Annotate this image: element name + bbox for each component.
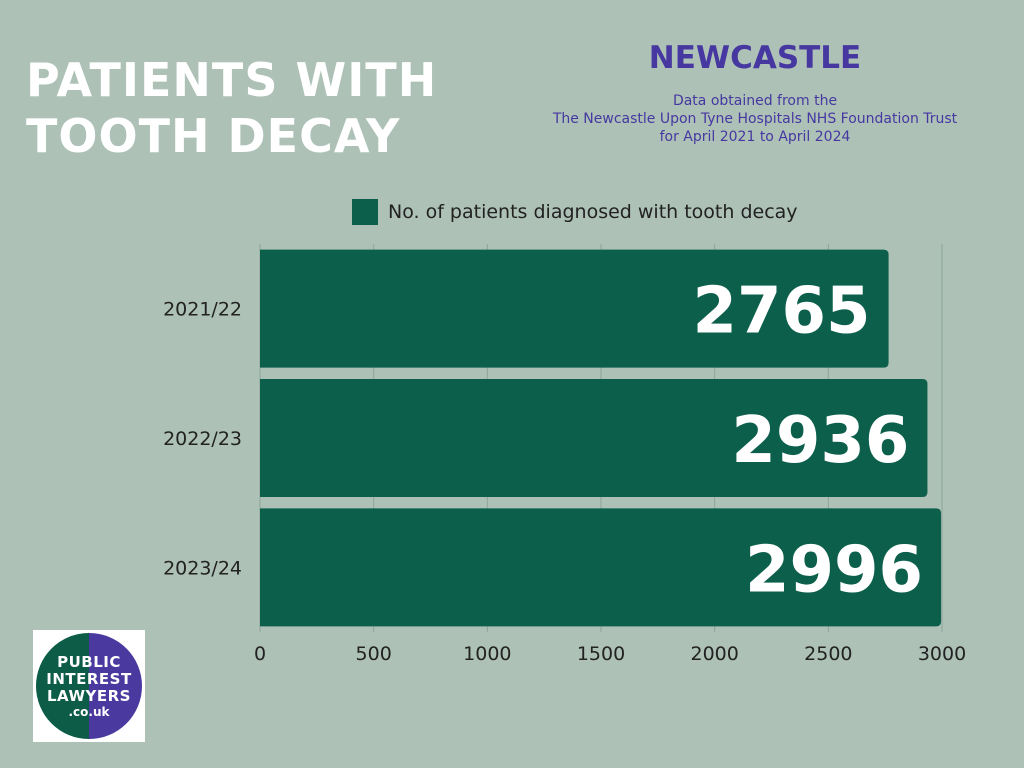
chart-title-line-1: PATIENTS WITH <box>26 53 438 107</box>
source-line-3: for April 2021 to April 2024 <box>659 129 851 145</box>
bar-2022/23 <box>260 379 928 497</box>
category-label-2022/23: 2022/23 <box>163 428 242 450</box>
chart-title-line-2: TOOTH DECAY <box>26 109 401 163</box>
x-tick-label-0: 0 <box>254 643 266 665</box>
bar-2023/24 <box>260 508 942 627</box>
source-note: Data obtained from the The Newcastle Upo… <box>480 92 1024 146</box>
legend-swatch <box>352 199 378 225</box>
source-line-2: The Newcastle Upon Tyne Hospitals NHS Fo… <box>552 111 958 127</box>
logo-line-2: INTEREST <box>46 669 132 688</box>
logo-line-4: .co.uk <box>68 704 110 719</box>
bar-value-label-2023/24: 2996 <box>745 533 923 607</box>
bar-value-label-2022/23: 2936 <box>731 404 909 478</box>
legend-label: No. of patients diagnosed with tooth dec… <box>388 201 798 223</box>
x-tick-label-3: 1500 <box>577 643 625 665</box>
logo-line-3: LAWYERS <box>46 686 131 705</box>
logo-circle: PUBLIC INTEREST LAWYERS .co.uk <box>36 633 142 739</box>
x-tick-label-1: 500 <box>356 643 392 665</box>
x-tick-label-5: 2500 <box>804 643 852 665</box>
chart-legend: No. of patients diagnosed with tooth dec… <box>352 199 798 225</box>
bar-value-label-2021/22: 2765 <box>692 275 870 349</box>
region-heading: NEWCASTLE <box>648 40 862 76</box>
public-interest-lawyers-logo: PUBLIC INTEREST LAWYERS .co.uk <box>33 630 145 742</box>
bar-2021/22 <box>260 249 889 368</box>
category-label-2021/22: 2021/22 <box>163 299 242 321</box>
x-tick-label-2: 1000 <box>463 643 511 665</box>
chart-title: PATIENTS WITH TOOTH DECAY <box>26 52 437 164</box>
x-tick-label-6: 3000 <box>918 643 966 665</box>
logo-line-1: PUBLIC <box>57 652 121 671</box>
source-line-1: Data obtained from the <box>672 93 838 109</box>
x-tick-label-4: 2000 <box>690 643 738 665</box>
category-label-2023/24: 2023/24 <box>163 557 242 579</box>
